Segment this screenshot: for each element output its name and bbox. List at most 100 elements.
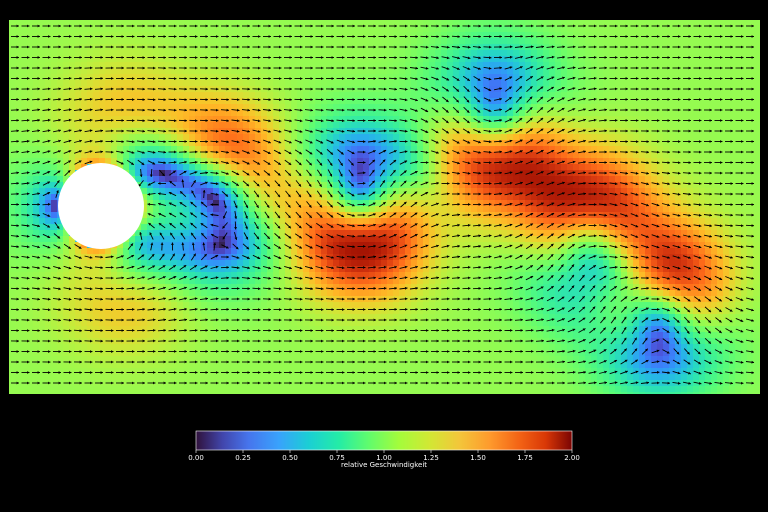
heatmap-cell <box>327 152 334 159</box>
heatmap-cell <box>759 86 760 93</box>
heatmap-cell <box>441 20 448 27</box>
heatmap-cell <box>639 182 646 189</box>
heatmap-cell <box>9 200 16 207</box>
heatmap-cell <box>429 206 436 213</box>
heatmap-cell <box>195 62 202 69</box>
heatmap-cell <box>495 248 502 255</box>
heatmap-cell <box>141 206 148 213</box>
heatmap-cell <box>567 152 574 159</box>
heatmap-cell <box>225 80 232 87</box>
heatmap-cell <box>87 68 94 75</box>
heatmap-cell <box>303 74 310 81</box>
heatmap-cell <box>567 32 574 39</box>
heatmap-cell <box>255 230 262 237</box>
heatmap-cell <box>219 80 226 87</box>
heatmap-cell <box>99 68 106 75</box>
heatmap-cell <box>303 170 310 177</box>
heatmap-cell <box>645 98 652 105</box>
heatmap-cell <box>459 92 466 99</box>
heatmap-cell <box>237 218 244 225</box>
heatmap-cell <box>225 50 232 57</box>
heatmap-cell <box>687 104 694 111</box>
heatmap-cell <box>363 32 370 39</box>
heatmap-cell <box>393 152 400 159</box>
heatmap-cell <box>219 56 226 63</box>
heatmap-cell <box>615 230 622 237</box>
heatmap-cell <box>711 170 718 177</box>
heatmap-cell <box>51 20 58 27</box>
heatmap-cell <box>663 146 670 153</box>
heatmap-cell <box>603 248 610 255</box>
heatmap-cell <box>147 200 154 207</box>
heatmap-cell <box>273 218 280 225</box>
heatmap-cell <box>207 74 214 81</box>
heatmap-cell <box>741 206 748 213</box>
heatmap-cell <box>291 26 298 33</box>
heatmap-cell <box>333 236 340 243</box>
heatmap-cell <box>21 230 28 237</box>
heatmap-cell <box>171 56 178 63</box>
heatmap-cell <box>285 176 292 183</box>
heatmap-cell <box>741 248 748 255</box>
heatmap-cell <box>711 20 718 27</box>
heatmap-cell <box>597 152 604 159</box>
heatmap-cell <box>705 26 712 33</box>
heatmap-cell <box>723 200 730 207</box>
heatmap-cell <box>219 182 226 189</box>
heatmap-cell <box>651 68 658 75</box>
heatmap-cell <box>651 38 658 45</box>
heatmap-cell <box>489 104 496 111</box>
heatmap-cell <box>249 128 256 135</box>
heatmap-cell <box>207 140 214 147</box>
heatmap-cell <box>243 206 250 213</box>
heatmap-cell <box>705 152 712 159</box>
heatmap-cell <box>183 116 190 123</box>
heatmap-cell <box>357 92 364 99</box>
heatmap-cell <box>447 242 454 249</box>
heatmap-cell <box>249 206 256 213</box>
heatmap-cell <box>495 182 502 189</box>
heatmap-cell <box>15 122 22 129</box>
heatmap-cell <box>111 116 118 123</box>
heatmap-cell <box>321 32 328 39</box>
heatmap-cell <box>33 32 40 39</box>
heatmap-cell <box>261 122 268 129</box>
heatmap-cell <box>525 74 532 81</box>
heatmap-cell <box>45 164 52 171</box>
heatmap-cell <box>675 152 682 159</box>
heatmap-cell <box>603 206 610 213</box>
heatmap-cell <box>501 74 508 81</box>
heatmap-cell <box>291 158 298 165</box>
heatmap-cell <box>645 134 652 141</box>
heatmap-cell <box>15 230 22 237</box>
heatmap-cell <box>501 170 508 177</box>
heatmap-cell <box>291 152 298 159</box>
heatmap-cell <box>351 68 358 75</box>
heatmap-cell <box>621 176 628 183</box>
heatmap-cell <box>471 230 478 237</box>
heatmap-cell <box>405 254 412 261</box>
heatmap-cell <box>393 200 400 207</box>
heatmap-cell <box>99 74 106 81</box>
heatmap-cell <box>129 98 136 105</box>
heatmap-cell <box>447 62 454 69</box>
heatmap-cell <box>9 224 16 231</box>
heatmap-cell <box>537 104 544 111</box>
heatmap-cell <box>501 212 508 219</box>
heatmap-cell <box>741 110 748 117</box>
heatmap-cell <box>117 248 124 255</box>
heatmap-cell <box>135 140 142 147</box>
heatmap-cell <box>267 170 274 177</box>
heatmap-cell <box>279 26 286 33</box>
heatmap-cell <box>33 146 40 153</box>
heatmap-cell <box>417 128 424 135</box>
heatmap-cell <box>183 74 190 81</box>
heatmap-cell <box>177 50 184 57</box>
heatmap-cell <box>93 254 100 261</box>
heatmap-cell <box>687 158 694 165</box>
heatmap-cell <box>435 212 442 219</box>
heatmap-cell <box>267 116 274 123</box>
heatmap-cell <box>411 248 418 255</box>
heatmap-cell <box>249 224 256 231</box>
heatmap-cell <box>471 122 478 129</box>
